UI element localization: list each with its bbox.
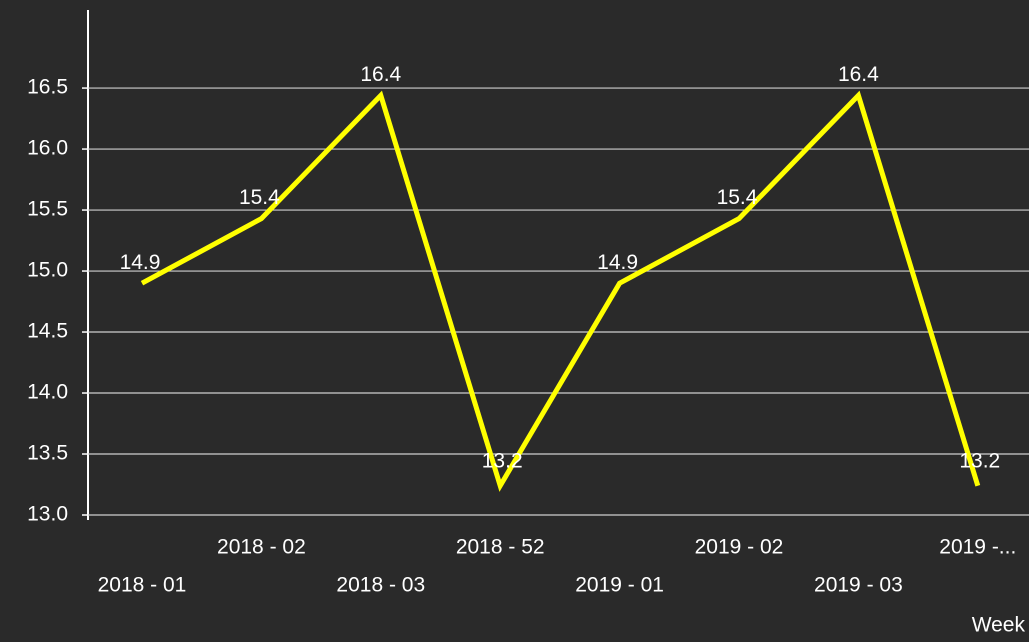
data-label: 14.9 <box>120 251 161 274</box>
data-label: 16.4 <box>838 63 879 86</box>
y-tick-label: 14.0 <box>27 381 68 404</box>
data-label: 13.2 <box>482 449 523 472</box>
y-tick-label: 15.5 <box>27 198 68 221</box>
y-tick-label: 14.5 <box>27 320 68 343</box>
y-tick-label: 16.5 <box>27 76 68 99</box>
x-tick-label: 2018 - 01 <box>98 574 187 597</box>
data-label: 15.4 <box>717 186 758 209</box>
data-label: 15.4 <box>239 186 280 209</box>
x-tick-label: 2019 - 03 <box>814 574 903 597</box>
y-tick-label: 16.0 <box>27 137 68 160</box>
x-axis-label: Week <box>972 614 1026 637</box>
line-series <box>140 90 981 492</box>
y-tick-label: 13.0 <box>27 503 68 526</box>
y-tick-label: 13.5 <box>27 442 68 465</box>
x-tick-label: 2018 - 52 <box>456 536 545 559</box>
x-tick-label: 2019 - 01 <box>575 574 664 597</box>
y-tick-label: 15.0 <box>27 259 68 282</box>
data-label: 14.9 <box>597 251 638 274</box>
x-tick-label: 2019 - 02 <box>695 536 784 559</box>
x-tick-label: 2019 -... <box>939 536 1016 559</box>
x-tick-label: 2018 - 03 <box>336 574 425 597</box>
x-tick-label: 2018 - 02 <box>217 536 306 559</box>
data-label: 13.2 <box>959 449 1000 472</box>
data-label: 16.4 <box>360 63 401 86</box>
